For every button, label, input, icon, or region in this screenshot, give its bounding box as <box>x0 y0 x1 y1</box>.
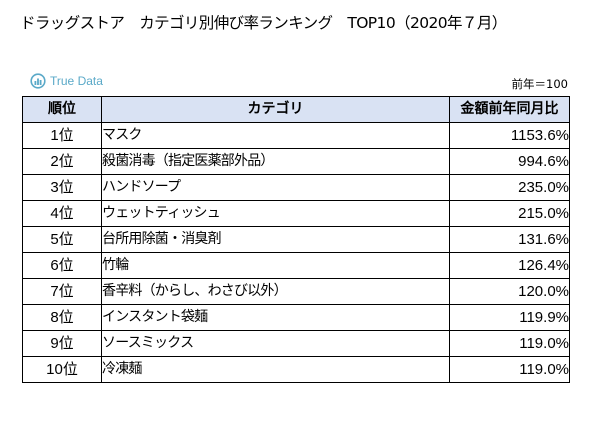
base-note: 前年＝100 <box>511 77 568 91</box>
category-cell: マスク <box>101 122 450 149</box>
column-header-rank: 順位 <box>22 96 102 123</box>
value-cell: 119.0% <box>449 330 570 357</box>
value-cell: 235.0% <box>449 174 570 201</box>
table-row: 9位 ソースミックス 119.0% <box>22 330 570 357</box>
logo-text: True Data <box>50 74 103 88</box>
value-cell: 1153.6% <box>449 122 570 149</box>
table-row: 1位 マスク 1153.6% <box>22 122 570 149</box>
category-cell: ソースミックス <box>101 330 450 357</box>
value-cell: 119.9% <box>449 304 570 331</box>
value-cell: 994.6% <box>449 148 570 175</box>
category-cell: 竹輪 <box>101 252 450 279</box>
table-row: 7位 香辛料（からし、わさび以外） 120.0% <box>22 278 570 305</box>
rank-cell: 7位 <box>22 278 102 305</box>
value-cell: 119.0% <box>449 356 570 383</box>
value-cell: 215.0% <box>449 200 570 227</box>
value-cell: 120.0% <box>449 278 570 305</box>
rank-cell: 8位 <box>22 304 102 331</box>
rank-cell: 9位 <box>22 330 102 357</box>
rank-cell: 2位 <box>22 148 102 175</box>
table-row: 2位 殺菌消毒（指定医薬部外品） 994.6% <box>22 148 570 175</box>
ranking-table: 順位 カテゴリ 金額前年同月比 1位 マスク 1153.6% 2位 殺菌消毒（指… <box>22 96 570 383</box>
true-data-logo-icon <box>30 73 46 89</box>
rank-cell: 3位 <box>22 174 102 201</box>
table-row: 10位 冷凍麺 119.0% <box>22 356 570 383</box>
category-cell: ウェットティッシュ <box>101 200 450 227</box>
rank-cell: 6位 <box>22 252 102 279</box>
category-cell: 台所用除菌・消臭剤 <box>101 226 450 253</box>
column-header-value: 金額前年同月比 <box>449 96 570 123</box>
table-row: 5位 台所用除菌・消臭剤 131.6% <box>22 226 570 253</box>
category-cell: 香辛料（からし、わさび以外） <box>101 278 450 305</box>
rank-cell: 4位 <box>22 200 102 227</box>
table-row: 4位 ウェットティッシュ 215.0% <box>22 200 570 227</box>
table-header-row: 順位 カテゴリ 金額前年同月比 <box>22 96 570 123</box>
rank-cell: 5位 <box>22 226 102 253</box>
category-cell: インスタント袋麺 <box>101 304 450 331</box>
category-cell: 殺菌消毒（指定医薬部外品） <box>101 148 450 175</box>
column-header-category: カテゴリ <box>101 96 450 123</box>
category-cell: 冷凍麺 <box>101 356 450 383</box>
table-row: 6位 竹輪 126.4% <box>22 252 570 279</box>
rank-cell: 10位 <box>22 356 102 383</box>
rank-cell: 1位 <box>22 122 102 149</box>
true-data-logo: True Data <box>30 73 103 89</box>
category-cell: ハンドソープ <box>101 174 450 201</box>
table-row: 8位 インスタント袋麺 119.9% <box>22 304 570 331</box>
table-row: 3位 ハンドソープ 235.0% <box>22 174 570 201</box>
page-title: ドラッグストア カテゴリ別伸び率ランキング TOP10（2020年７月） <box>20 14 507 32</box>
value-cell: 126.4% <box>449 252 570 279</box>
value-cell: 131.6% <box>449 226 570 253</box>
